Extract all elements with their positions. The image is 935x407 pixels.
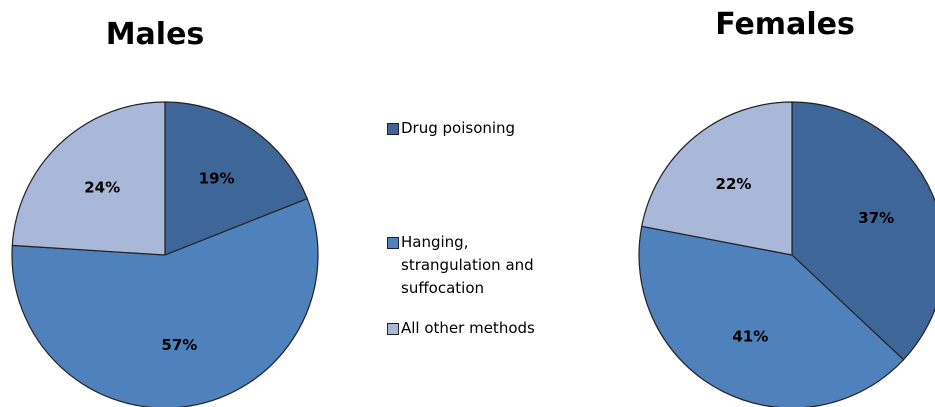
legend-label: All other methods bbox=[401, 319, 535, 337]
chart-title: Females bbox=[715, 7, 855, 42]
legend-label: Drug poisoning bbox=[401, 119, 516, 137]
pie-slice bbox=[638, 225, 905, 407]
slice-label: 22% bbox=[716, 175, 752, 193]
slice-label: 41% bbox=[732, 327, 768, 345]
chart-title: Males bbox=[106, 17, 205, 52]
pie-slice bbox=[164, 101, 309, 256]
legend-swatch bbox=[387, 123, 399, 135]
slice-label: 19% bbox=[199, 170, 235, 188]
slice-label: 57% bbox=[161, 336, 197, 354]
legend-swatch bbox=[387, 323, 399, 335]
pie-slice bbox=[11, 101, 166, 256]
pie-slice bbox=[641, 101, 793, 256]
legend-label: Hanging, strangulation and suffocation bbox=[401, 233, 534, 297]
pie-slice bbox=[791, 101, 935, 361]
legend: Drug poisoning Hanging, strangulation and… bbox=[387, 0, 567, 407]
slice-label: 37% bbox=[858, 209, 894, 227]
legend-swatch bbox=[387, 237, 399, 249]
slice-label: 24% bbox=[84, 179, 120, 197]
